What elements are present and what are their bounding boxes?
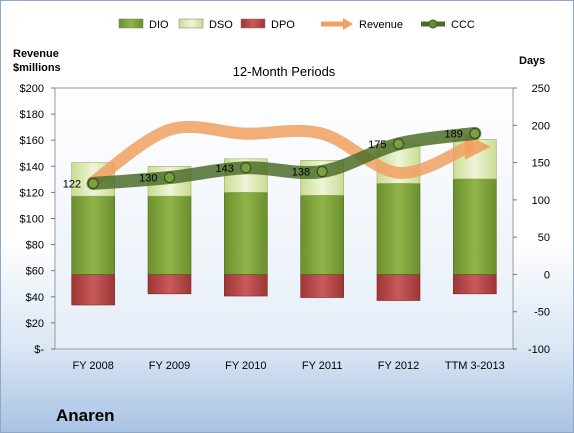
bar-dpo (224, 274, 268, 297)
legend-swatch-dio (118, 18, 144, 29)
right-tick-label: 250 (532, 83, 550, 95)
legend-label-ccc: CCC (451, 19, 475, 31)
bar-dpo (147, 274, 192, 295)
bar-dio (147, 195, 192, 275)
right-tick-label: 200 (532, 120, 550, 132)
left-tick-label: $200 (20, 83, 44, 95)
bar-dpo (300, 274, 344, 298)
right-tick-label: 0 (544, 269, 550, 281)
ccc-marker (316, 166, 328, 178)
right-tick-label: 50 (538, 232, 550, 244)
legend-label-dso: DSO (209, 19, 233, 31)
ccc-marker (469, 127, 481, 139)
chart-title: 12-Month Periods (233, 64, 336, 79)
left-tick-label: $60 (26, 266, 44, 278)
ccc-marker (240, 162, 252, 174)
right-tick-label: 100 (532, 195, 550, 207)
ccc-marker (87, 177, 99, 189)
ccc-data-label: 130 (139, 172, 157, 184)
left-tick-label: $- (34, 344, 44, 356)
x-tick-label: FY 2008 (72, 360, 113, 372)
bar-dio (376, 183, 421, 275)
legend-swatch-dso (178, 18, 204, 29)
left-tick-label: $180 (20, 109, 44, 121)
legend-label-dpo: DPO (271, 19, 295, 31)
left-tick-label: $20 (26, 318, 44, 330)
bar-dio (453, 178, 497, 275)
x-tick-label: FY 2012 (378, 360, 419, 372)
ccc-data-label: 175 (368, 139, 386, 151)
legend-label-dio: DIO (149, 19, 169, 31)
left-tick-label: $40 (26, 292, 44, 304)
bar-dio (71, 195, 115, 275)
x-tick-label: FY 2011 (302, 360, 343, 372)
bar-dio (300, 195, 344, 275)
right-tick-label: -100 (528, 344, 550, 356)
left-axis-label-line1: Revenue (13, 48, 59, 60)
ccc-data-label: 138 (292, 167, 310, 179)
bar-dpo (71, 274, 115, 306)
x-tick-label: TTM 3-2013 (445, 360, 505, 372)
ccc-data-label: 143 (215, 163, 233, 175)
ccc-marker (393, 138, 404, 150)
right-tick-label: -50 (534, 307, 550, 319)
ccc-data-label: 189 (444, 128, 462, 140)
left-tick-label: $100 (20, 214, 44, 226)
legend-swatch-dpo (240, 18, 266, 29)
left-tick-label: $120 (20, 187, 44, 199)
ccc-data-label: 122 (63, 178, 81, 190)
ccc-line (86, 126, 482, 190)
legend-label-revenue: Revenue (359, 19, 403, 31)
legend-swatch-revenue-head (343, 18, 353, 30)
x-tick-label: FY 2010 (225, 360, 266, 372)
bar-dpo (453, 274, 497, 295)
revenue-line (87, 120, 475, 188)
legend-swatch-ccc-marker (428, 19, 438, 29)
left-tick-label: $80 (26, 240, 44, 252)
company-name: Anaren (56, 406, 115, 425)
x-tick-label: FY 2009 (149, 360, 190, 372)
right-tick-label: 150 (532, 158, 550, 170)
right-axis-label: Days (519, 55, 545, 67)
left-tick-label: $140 (20, 161, 44, 173)
left-tick-label: $160 (20, 135, 44, 147)
bar-dio (224, 192, 268, 275)
left-axis-label-line2: $millions (13, 62, 61, 74)
ccc-marker (164, 171, 175, 183)
bar-dpo (376, 274, 421, 301)
